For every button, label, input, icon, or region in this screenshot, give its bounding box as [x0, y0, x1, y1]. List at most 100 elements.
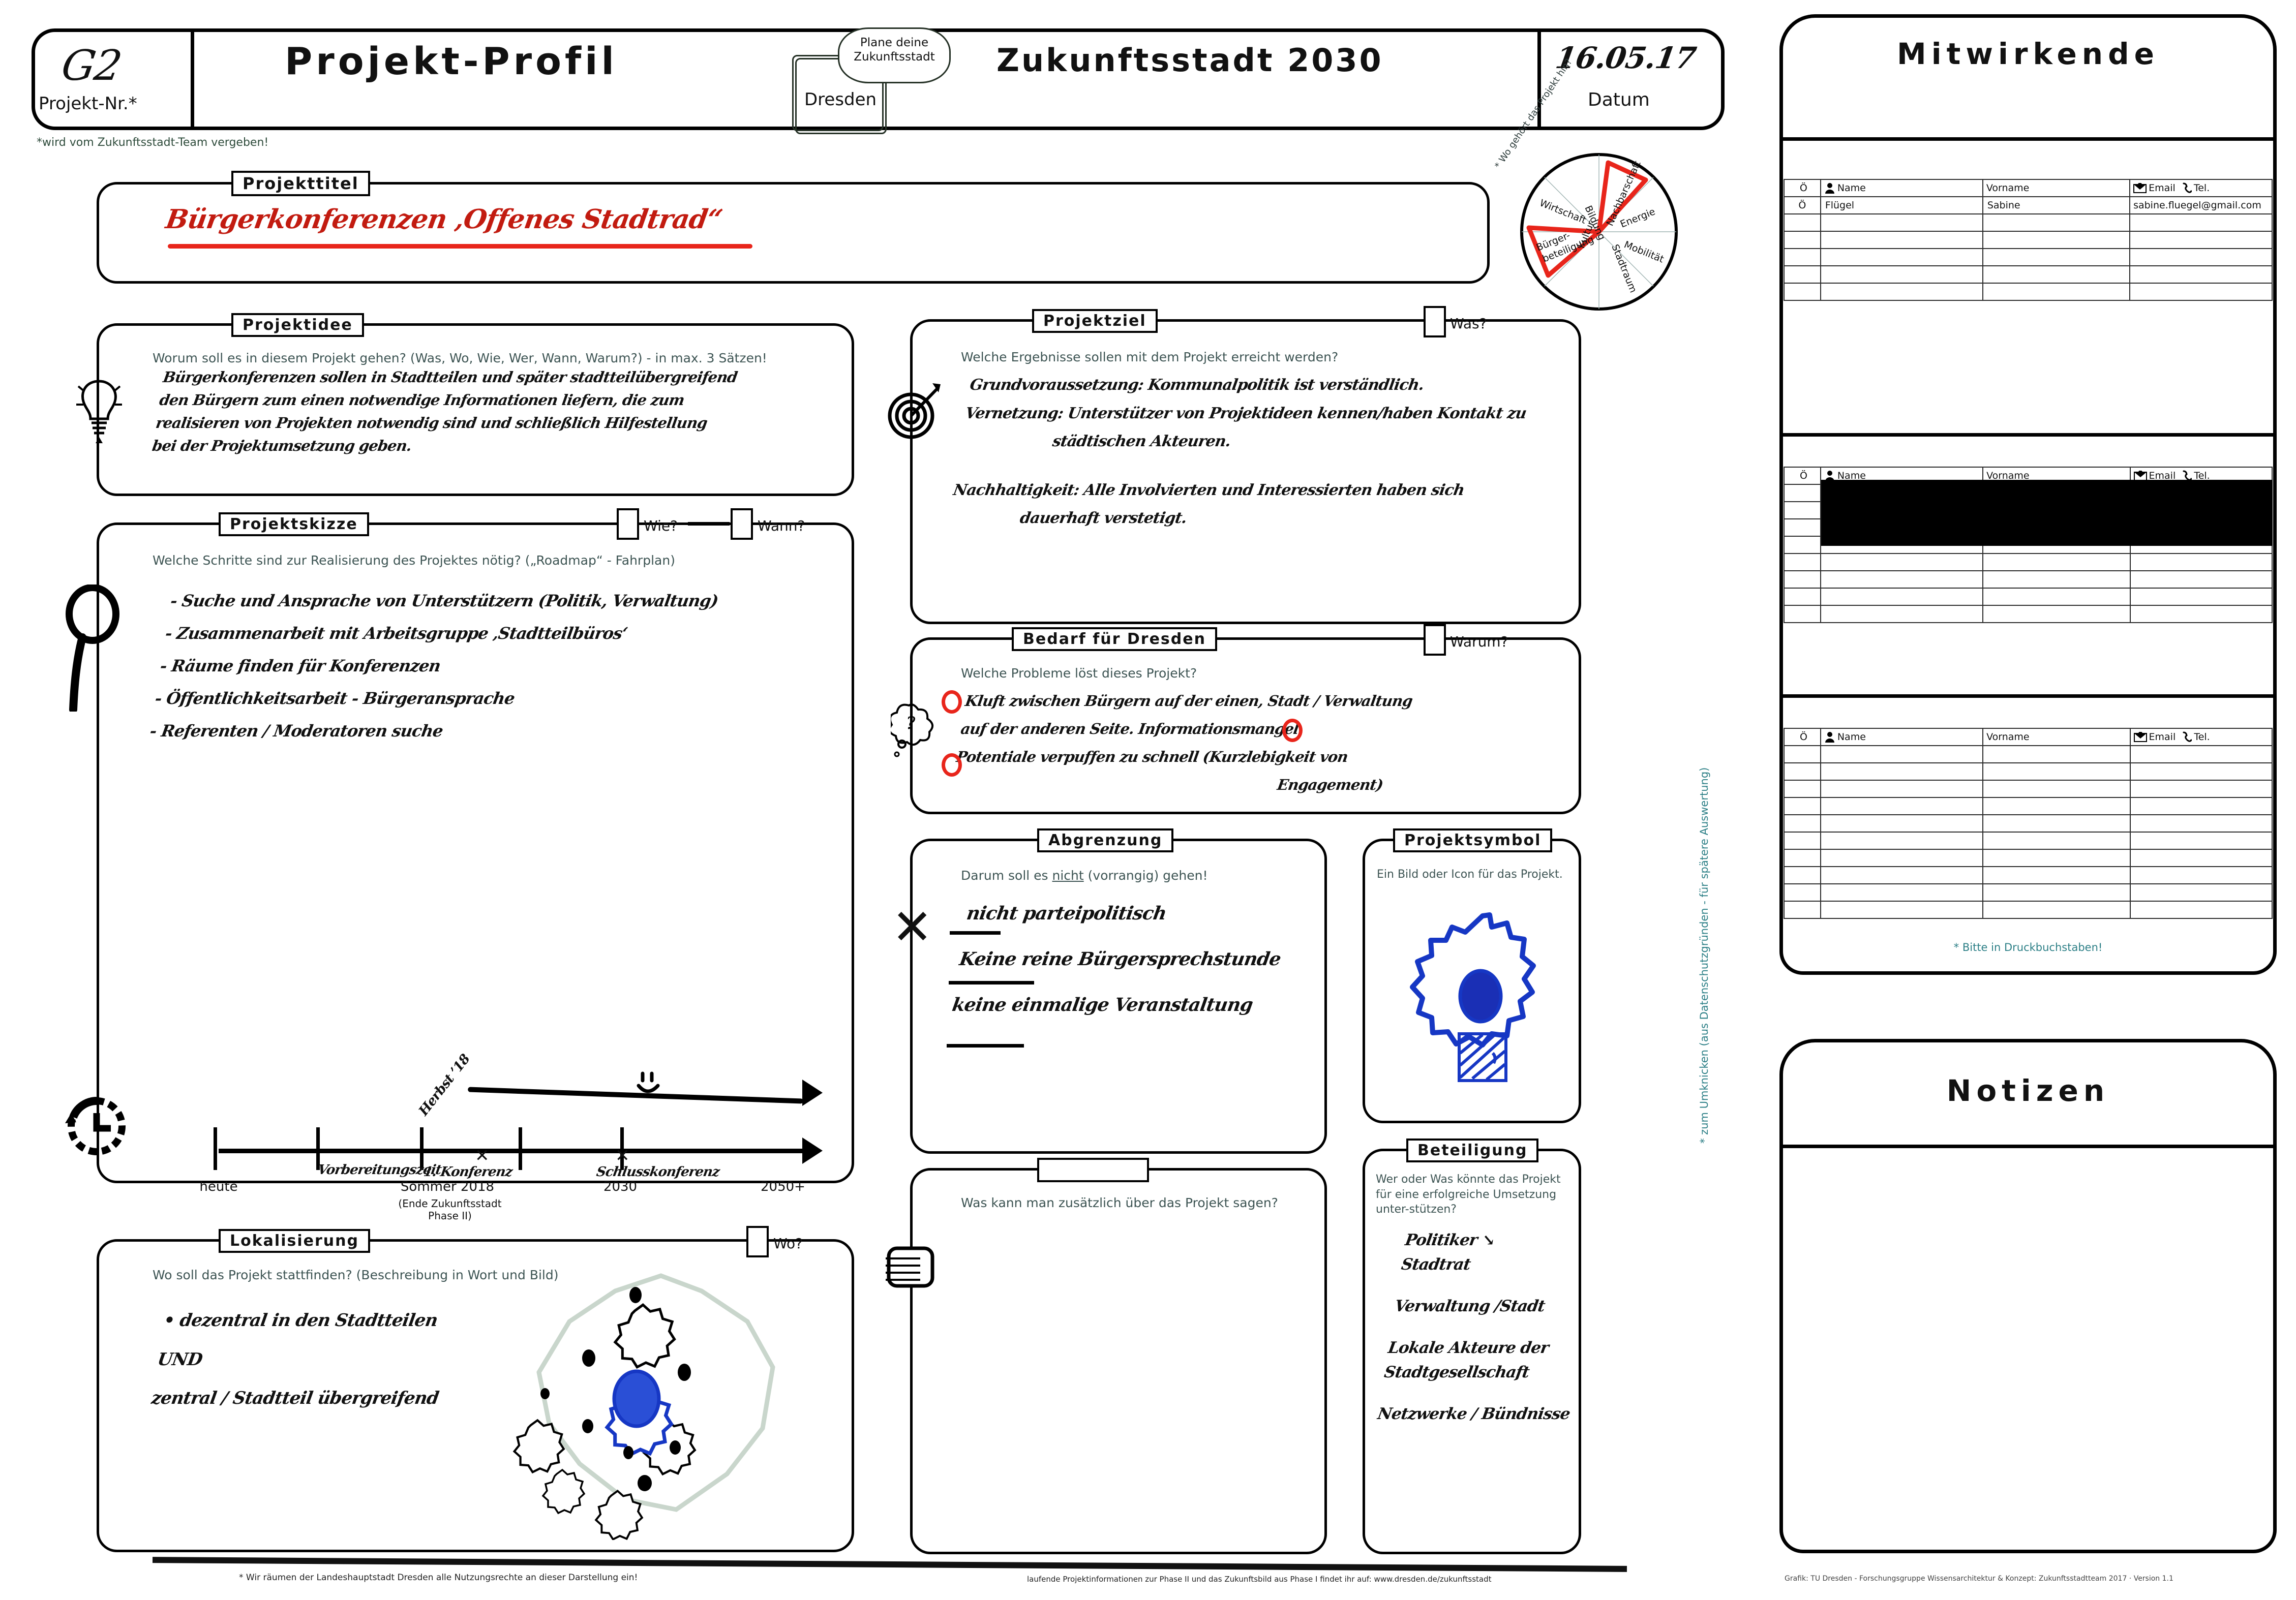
cell-email[interactable]: [2129, 883, 2273, 902]
abgrenzung-underline-1: [949, 981, 1034, 984]
lokalisierung-q-wo: Wo?: [773, 1235, 803, 1252]
cell-oe[interactable]: [1784, 553, 1821, 571]
verantwortliche-table: Ö Name Vorname Email Tel. Ö Flügel Sabine sabin…: [1784, 179, 2273, 301]
beteiligung-line-0: Politiker ↘: [1404, 1231, 1496, 1249]
cell-name[interactable]: Flügel: [1820, 196, 1983, 214]
table-row[interactable]: [1784, 883, 2273, 902]
cell-spacer-email: [2129, 832, 2273, 850]
table-row[interactable]: [1784, 814, 2273, 833]
cell-email[interactable]: [2129, 849, 2273, 867]
table-row[interactable]: [1784, 231, 2273, 249]
cell-spacer: [1982, 867, 2131, 884]
table-row[interactable]: [1784, 780, 2273, 798]
lokalisierung-text[interactable]: • dezentral in den Stadtteilen UND zentr…: [148, 1301, 454, 1418]
timeline-label-0: heute: [199, 1179, 238, 1194]
projektidee-text[interactable]: Bürgerkonferenzen sollen in Stadtteilen …: [150, 366, 739, 457]
projektskizze-text[interactable]: - Suche und Ansprache von Unterstützern …: [147, 584, 720, 747]
cell-oe[interactable]: [1784, 518, 1821, 537]
cell-spacer-email: [2129, 866, 2273, 884]
timeline-sub-2: (Ende Zukunftsstadt Phase II): [398, 1197, 502, 1222]
cell-vorname[interactable]: [1982, 814, 2131, 833]
topic-wheel[interactable]: Bildung Nachbarschaft Energie Mobilität …: [1518, 150, 1680, 313]
cell-name[interactable]: [1820, 553, 1984, 571]
cell-spacer: [1982, 283, 2131, 301]
zusatz-box: [910, 1168, 1327, 1554]
cell-email[interactable]: sabine.fluegel@gmail.com: [2129, 196, 2273, 214]
projektskizze-label: Projektskizze: [219, 512, 369, 536]
cell-oe[interactable]: [1784, 780, 1821, 798]
cell-oe[interactable]: [1784, 265, 1821, 284]
projektziel-hint: Welche Ergebnisse sollen mit dem Projekt…: [961, 350, 1339, 364]
bedarf-checkbox-warum[interactable]: [1424, 624, 1446, 656]
cell-oe[interactable]: [1784, 883, 1821, 902]
notizen-panel[interactable]: [1779, 1039, 2277, 1553]
projektskizze-checkbox-wie[interactable]: [617, 508, 639, 540]
cell-oe[interactable]: [1784, 745, 1821, 763]
lokalisierung-checkbox-wo[interactable]: [746, 1226, 769, 1257]
cell-name[interactable]: [1820, 745, 1984, 763]
abgrenzung-line-0: nicht parteipolitisch: [965, 903, 1168, 924]
cell-oe[interactable]: [1784, 814, 1821, 833]
zusatz-label[interactable]: [1037, 1158, 1149, 1182]
cell-name[interactable]: [1820, 265, 1983, 284]
cell-oe[interactable]: [1784, 588, 1821, 606]
cell-spacer: [1982, 763, 2131, 781]
cell-oe[interactable]: Ö: [1784, 196, 1821, 214]
cell-vorname[interactable]: [1982, 883, 2131, 902]
phone-icon: [2183, 470, 2192, 481]
table-row[interactable]: Ö Flügel Sabine sabine.fluegel@gmail.com: [1784, 196, 2273, 214]
cell-email[interactable]: [2129, 588, 2273, 606]
table-row-spacer: [1784, 248, 2273, 266]
envelope-icon: [2133, 183, 2147, 194]
cell-oe[interactable]: [1784, 484, 1821, 502]
cell-email[interactable]: [2129, 231, 2273, 249]
cell-email[interactable]: [2129, 745, 2273, 763]
cell-vorname[interactable]: [1982, 265, 2131, 284]
cell-email[interactable]: [2129, 814, 2273, 833]
cell-vorname[interactable]: [1982, 553, 2131, 571]
cell-spacer: [1820, 832, 1984, 850]
cell-name[interactable]: [1820, 814, 1984, 833]
cell-oe[interactable]: [1784, 849, 1821, 867]
cell-name[interactable]: [1820, 231, 1983, 249]
abgrenzung-text[interactable]: nicht parteipolitisch Keine reine Bürger…: [949, 890, 1291, 1028]
cell-email[interactable]: [2129, 553, 2273, 571]
cell-vorname[interactable]: Sabine: [1982, 196, 2131, 214]
projektziel-box: [910, 319, 1581, 624]
lightbulb-icon: [76, 380, 122, 443]
table-row-spacer: [1784, 832, 2273, 850]
cell-email[interactable]: [2129, 780, 2273, 798]
cell-vorname[interactable]: [1982, 780, 2131, 798]
projektziel-text[interactable]: Grundvoraussetzung: Kommunalpolitik ist …: [947, 371, 1533, 533]
cell-vorname[interactable]: [1982, 588, 2131, 606]
envelope-icon: [2133, 732, 2147, 743]
table-row-spacer: [1784, 213, 2273, 232]
cell-spacer: [1784, 797, 1821, 815]
table-row[interactable]: [1784, 849, 2273, 867]
table-row[interactable]: [1784, 588, 2273, 606]
table-row[interactable]: [1784, 553, 2273, 571]
cell-vorname[interactable]: [1982, 849, 2131, 867]
cell-name[interactable]: [1820, 883, 1984, 902]
projektziel-q-was: Was?: [1450, 315, 1487, 332]
cell-spacer: [1982, 249, 2131, 266]
cell-name[interactable]: [1820, 588, 1984, 606]
beteiligung-text[interactable]: Politiker ↘ Stadtrat Verwaltung /Stadt L…: [1376, 1228, 1599, 1426]
cell-vorname[interactable]: [1982, 745, 2131, 763]
note-lines-icon: [886, 1246, 934, 1288]
projektskizze-line-4: - Referenten / Moderatoren suche: [148, 721, 444, 741]
bubble-line-1: Plane deine: [860, 36, 929, 49]
cell-email[interactable]: [2129, 265, 2273, 284]
projektskizze-checkbox-wann[interactable]: [731, 508, 753, 540]
cell-vorname[interactable]: [1982, 231, 2131, 249]
table-row[interactable]: [1784, 265, 2273, 284]
lokalisierung-line-0: • dezentral in den Stadtteilen: [162, 1310, 439, 1331]
cell-name[interactable]: [1820, 780, 1984, 798]
cell-oe[interactable]: [1784, 231, 1821, 249]
cell-name[interactable]: [1820, 849, 1984, 867]
bedarf-text[interactable]: Kluft zwischen Bürgern auf der einen, St…: [950, 687, 1414, 799]
projektziel-checkbox-was[interactable]: [1424, 306, 1446, 337]
projektidee-line-2: realisieren von Projekten notwendig sind…: [155, 414, 709, 432]
table-row[interactable]: [1784, 745, 2273, 763]
projekttitel-value[interactable]: Bürgerkonferenzen ‚Offenes Stadtrad“: [163, 204, 724, 235]
